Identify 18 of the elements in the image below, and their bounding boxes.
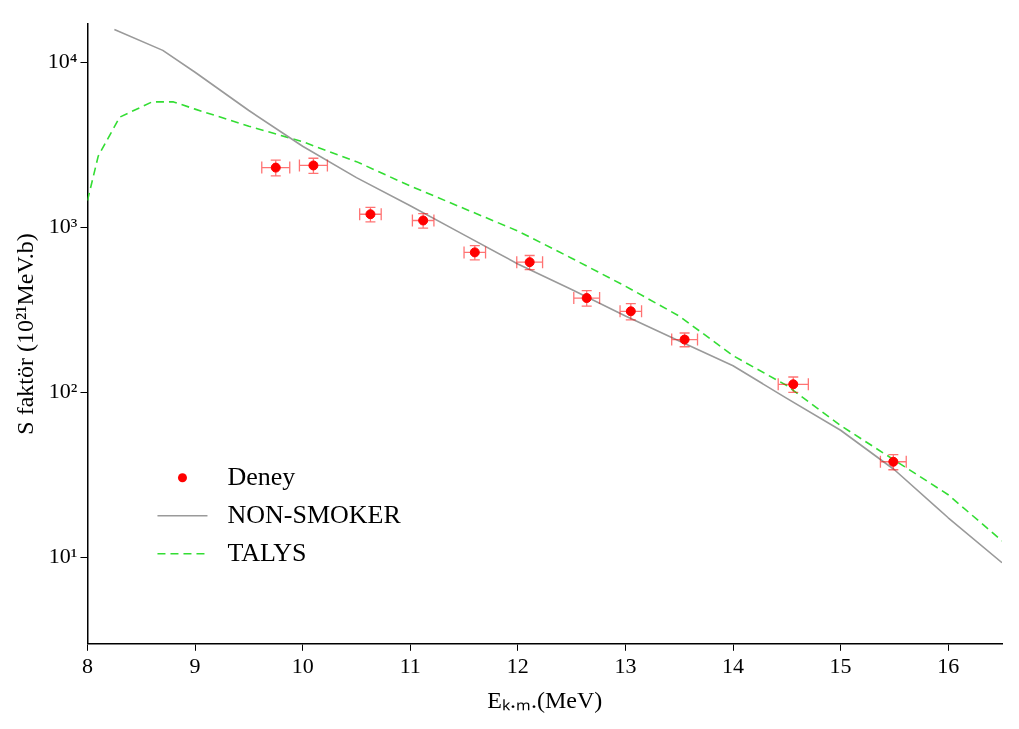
y-axis-title: S faktör (10²¹MeV.b): [11, 233, 38, 435]
x-tick-label: 11: [399, 652, 421, 678]
y-tick-label: 10³: [48, 213, 78, 239]
legend-label: NON-SMOKER: [227, 499, 402, 529]
x-tick-label: 9: [189, 652, 201, 678]
y-tick-label: 10¹: [48, 543, 78, 569]
y-tick-label: 10²: [48, 378, 78, 404]
legend-label: Deney: [227, 461, 296, 491]
x-tick-label: 8: [81, 652, 93, 678]
y-tick-label: 10⁴: [47, 48, 78, 74]
x-axis-title: Eₖ.ₘ.(MeV): [487, 686, 603, 713]
x-tick-label: 13: [614, 652, 637, 678]
x-tick-label: 12: [506, 652, 529, 678]
x-tick-label: 14: [722, 652, 745, 678]
legend-label: TALYS: [227, 537, 307, 567]
x-tick-label: 15: [829, 652, 852, 678]
x-tick-label: 16: [937, 652, 960, 678]
x-tick-label: 10: [291, 652, 314, 678]
